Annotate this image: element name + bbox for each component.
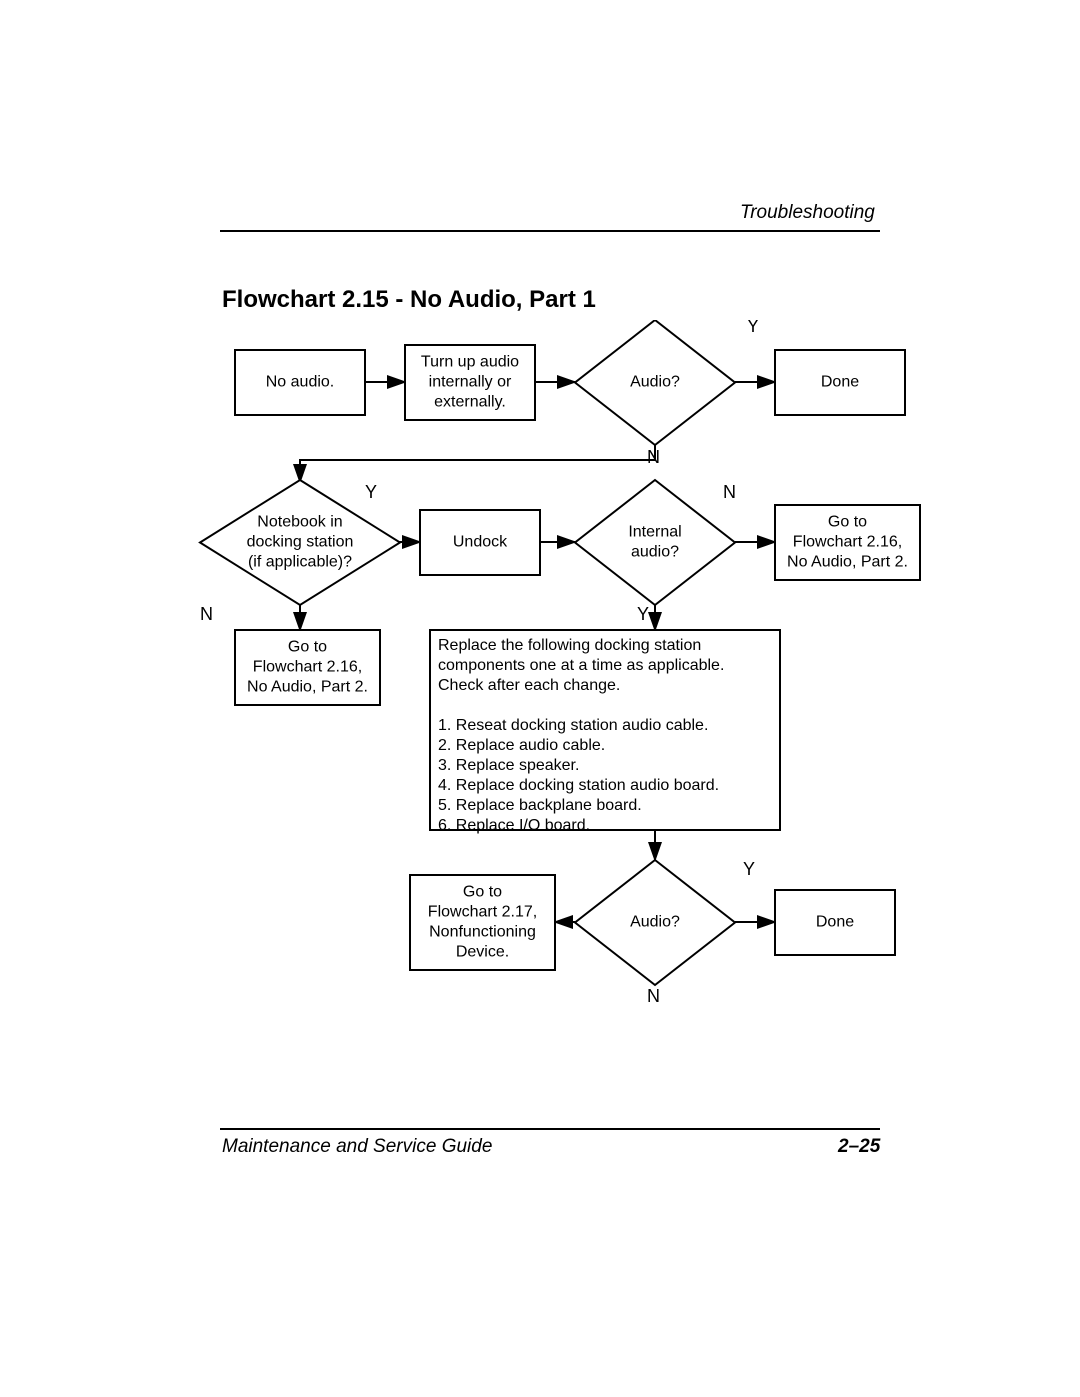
node-text: Go to [828, 514, 867, 531]
flowchart-diagram: Y N Y N N Y Y N No audio. Turn up audio internall… [195, 320, 935, 1020]
flow-edge [300, 445, 655, 482]
node-text: Flowchart 2.16, [793, 534, 902, 551]
edge-label: N [723, 482, 736, 502]
edge-label: Y [743, 859, 755, 879]
node-text: Undock [453, 534, 508, 551]
node-text: externally. [434, 394, 506, 411]
flow-node-goto216a: Go to Flowchart 2.16, No Audio, Part 2. [775, 505, 920, 580]
node-text: No audio. [266, 374, 335, 391]
node-text: Go to [288, 639, 327, 656]
flowchart-title: Flowchart 2.15 - No Audio, Part 1 [222, 286, 596, 314]
edge-label: N [200, 604, 213, 624]
node-text: audio? [631, 544, 679, 561]
edge-label: N [647, 447, 660, 467]
node-text: 1. Reseat docking station audio cable. [438, 717, 708, 734]
node-text: 2. Replace audio cable. [438, 737, 605, 754]
node-text: 4. Replace docking station audio board. [438, 777, 719, 794]
footer-page-number: 2–25 [838, 1136, 880, 1158]
node-text: No Audio, Part 2. [247, 679, 368, 696]
node-text: Done [816, 914, 854, 931]
node-text: Device. [456, 944, 509, 961]
edge-label: Y [637, 604, 649, 624]
node-text: components one at a time as applicable. [438, 657, 724, 674]
node-text: 5. Replace backplane board. [438, 797, 642, 814]
node-text: Turn up audio [421, 354, 519, 371]
flow-node-noaudio: No audio. [235, 350, 365, 415]
node-text: Go to [463, 884, 502, 901]
node-text: No Audio, Part 2. [787, 554, 908, 571]
footer-left-label: Maintenance and Service Guide [222, 1136, 492, 1158]
node-text: Audio? [630, 914, 680, 931]
flow-node-undock: Undock [420, 510, 540, 575]
flow-node-audio1: Audio? [575, 320, 735, 445]
flow-node-done1: Done [775, 350, 905, 415]
flow-node-replace: Replace the following docking station com… [430, 630, 780, 834]
node-text: Audio? [630, 374, 680, 391]
node-text: Internal [628, 524, 681, 541]
node-text: 6. Replace I/O board. [438, 817, 590, 834]
flow-node-internal: Internal audio? [575, 480, 735, 605]
node-text: Flowchart 2.17, [428, 904, 537, 921]
header-rule [220, 230, 880, 232]
edge-label: N [647, 986, 660, 1006]
node-text: (if applicable)? [248, 554, 352, 571]
document-page: Troubleshooting Flowchart 2.15 - No Audi… [0, 0, 1080, 1397]
node-text: Notebook in [257, 514, 342, 531]
edge-label: Y [747, 320, 759, 336]
node-text: Replace the following docking station [438, 637, 701, 654]
header-section-label: Troubleshooting [740, 202, 875, 224]
node-text: 3. Replace speaker. [438, 757, 579, 774]
flow-node-turnup: Turn up audio internally or externally. [405, 345, 535, 420]
flow-node-goto216b: Go to Flowchart 2.16, No Audio, Part 2. [235, 630, 380, 705]
node-text: Done [821, 374, 859, 391]
node-text: internally or [429, 374, 512, 391]
node-text: docking station [247, 534, 354, 551]
flow-node-goto217: Go to Flowchart 2.17, Nonfunctioning Device… [410, 875, 555, 970]
node-text: Check after each change. [438, 677, 620, 694]
node-text: Nonfunctioning [429, 924, 536, 941]
flow-node-audio2: Audio? [575, 860, 735, 985]
footer-rule [220, 1128, 880, 1130]
flow-node-done2: Done [775, 890, 895, 955]
edge-label: Y [365, 482, 377, 502]
node-text: Flowchart 2.16, [253, 659, 362, 676]
